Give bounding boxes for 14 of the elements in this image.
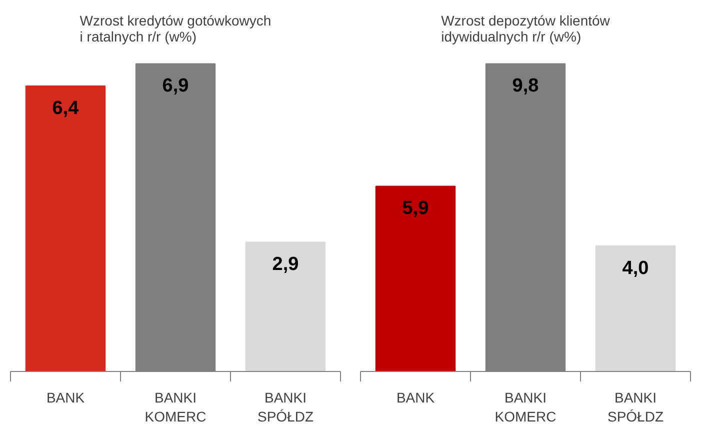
- chart-title: Wzrost depozytów klientów idywidualnych r/r (w%): [441, 12, 611, 44]
- data-label: 6,9: [162, 76, 189, 97]
- x-tick-label: BANK: [396, 390, 436, 406]
- data-label: 9,8: [512, 76, 539, 97]
- x-tick-label: BANKI KOMERC: [144, 390, 206, 425]
- x-tick-label: BANK: [46, 390, 86, 406]
- data-label: 4,0: [622, 258, 649, 279]
- x-tick-label: BANKI KOMERC: [494, 390, 556, 425]
- data-label: 5,9: [402, 198, 429, 220]
- data-label: 2,9: [272, 254, 299, 276]
- data-label: 6,4: [52, 98, 80, 120]
- chart-title: Wzrost kredytów gotówkowych i ratalnych r/r (w%): [80, 12, 272, 44]
- x-tick-label: BANKI SPÓŁDZ: [607, 390, 664, 425]
- x-tick-label: BANKI SPÓŁDZ: [257, 390, 314, 425]
